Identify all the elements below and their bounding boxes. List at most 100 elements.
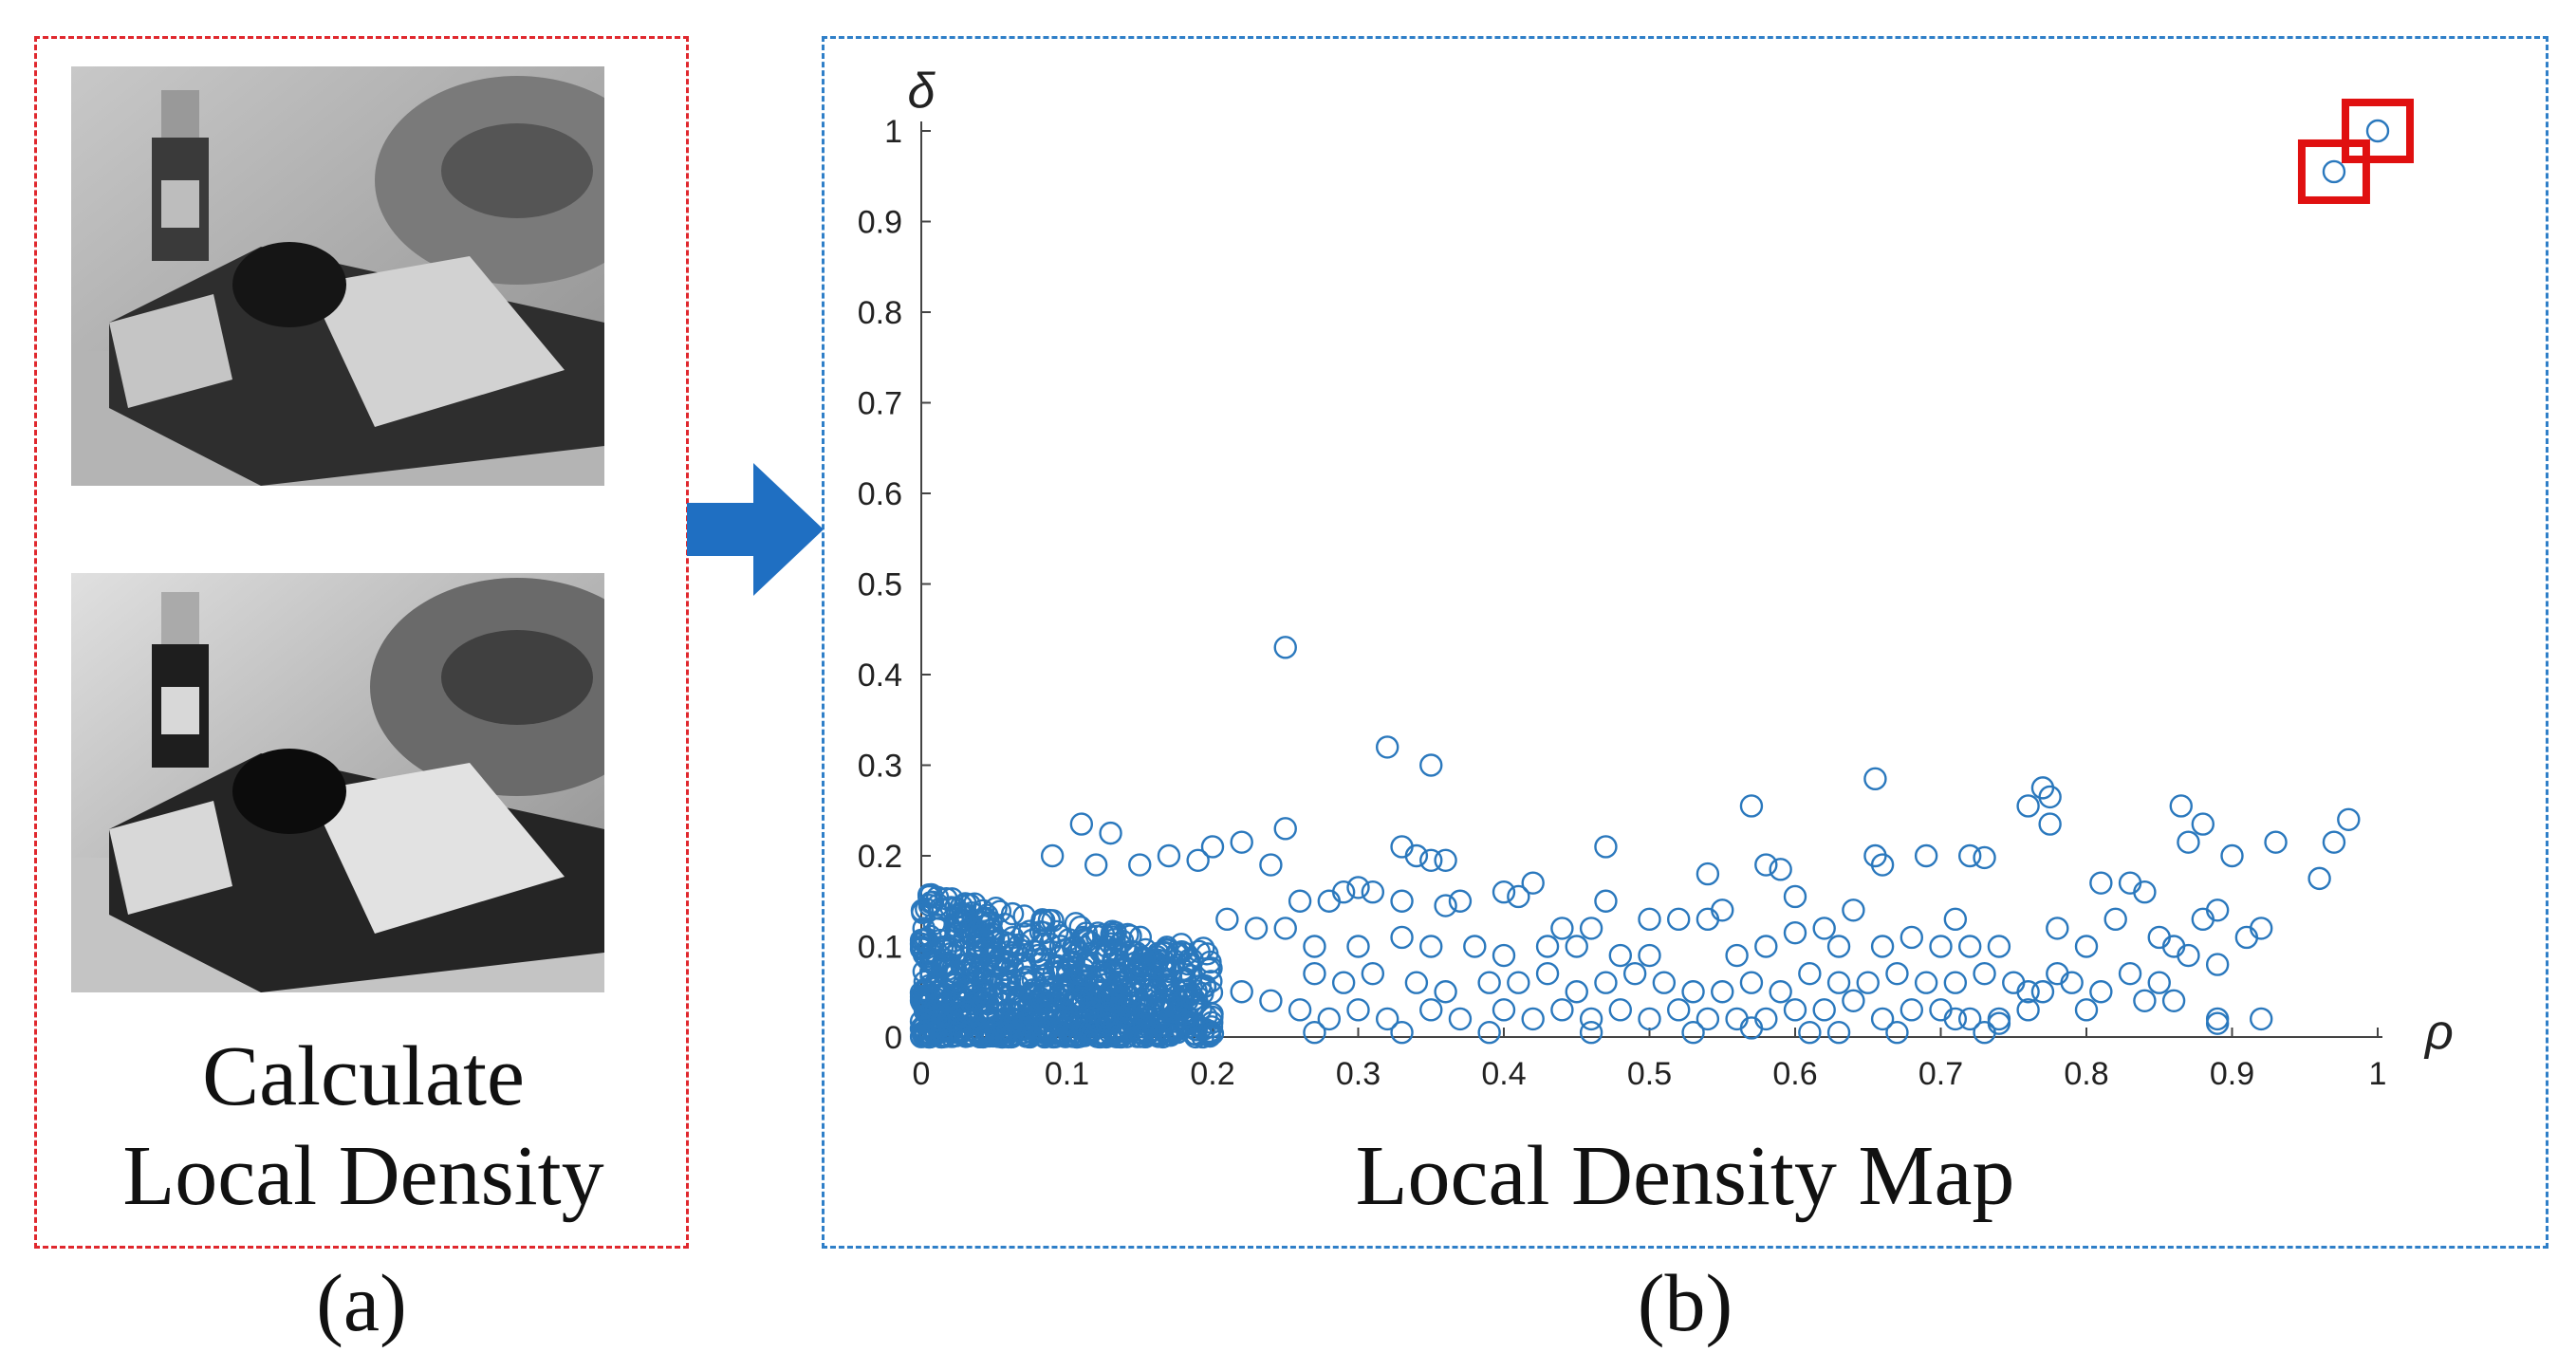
data-point (1133, 948, 1157, 972)
data-point (2038, 812, 2062, 836)
highlight-box (2342, 99, 2414, 163)
data-point (1448, 889, 1473, 913)
data-point (1184, 1023, 1208, 1047)
data-point (1070, 963, 1095, 987)
data-point (1608, 943, 1632, 968)
data-point (2264, 830, 2288, 854)
data-point (1463, 935, 1487, 958)
data-point (1361, 880, 1385, 904)
data-point (1973, 1021, 1996, 1045)
data-point (1594, 835, 1618, 859)
data-point (1199, 970, 1223, 993)
y-tick-label: 0.3 (858, 749, 902, 785)
data-point (1739, 1016, 1764, 1040)
data-point (1404, 843, 1429, 868)
data-point (2322, 830, 2346, 854)
data-point (2030, 776, 2055, 800)
data-point (1783, 920, 1807, 945)
data-point (2046, 917, 2069, 940)
data-point (1141, 976, 1165, 1001)
data-point (1885, 961, 1909, 986)
data-point (966, 961, 991, 985)
data-point (1346, 876, 1370, 899)
data-point (1535, 961, 1560, 986)
data-point (1303, 961, 1326, 986)
data-point (1072, 927, 1097, 952)
data-point (1288, 889, 1312, 913)
data-point (1594, 889, 1618, 913)
data-point (1147, 997, 1171, 1021)
data-point (2220, 843, 2244, 868)
data-point (990, 949, 1014, 973)
data-point (1579, 917, 1603, 940)
caption-line2: Local Density (122, 1129, 604, 1223)
data-point (1230, 830, 1253, 854)
data-point (911, 1020, 936, 1045)
data-point (1419, 998, 1443, 1022)
data-point (1200, 1022, 1225, 1046)
data-point (1186, 848, 1210, 872)
data-point (1622, 961, 1647, 986)
data-point (1303, 1021, 1326, 1045)
data-point (942, 970, 967, 994)
data-point (1608, 998, 1632, 1022)
data-point (1477, 1021, 1501, 1045)
data-point (1798, 961, 1822, 986)
data-point (1273, 917, 1297, 940)
x-tick-label: 0.5 (1627, 1056, 1672, 1092)
data-point (1681, 980, 1705, 1004)
data-point (1103, 928, 1126, 952)
data-point (2249, 917, 2273, 940)
data-point (1019, 981, 1043, 1006)
highlighted-point (2322, 159, 2346, 184)
data-point (1783, 998, 1807, 1022)
y-tick-label: 0.7 (858, 386, 902, 422)
data-point (1696, 1007, 1720, 1031)
data-point (2234, 925, 2259, 950)
data-point (1667, 907, 1691, 932)
data-point (1032, 1025, 1056, 1048)
data-point (1093, 989, 1117, 1012)
data-point (936, 957, 960, 981)
data-point (1136, 1020, 1159, 1045)
data-point (1638, 907, 1661, 932)
data-point (1317, 889, 1341, 913)
data-point (1914, 971, 1938, 994)
data-point (1419, 753, 1443, 777)
data-point (1376, 735, 1399, 759)
data-point (1579, 1021, 1603, 1045)
data-point (1434, 980, 1457, 1004)
data-point (1191, 981, 1214, 1006)
data-point (1157, 977, 1180, 1002)
data-point (1754, 935, 1778, 958)
data-point (1652, 971, 1677, 994)
y-tick-label: 0.6 (858, 476, 902, 512)
data-point (1390, 1021, 1414, 1045)
caption-line1: Calculate (202, 1029, 525, 1123)
x-axis-label: ρ (2423, 1005, 2454, 1060)
data-point (1099, 821, 1122, 845)
data-point (1957, 1007, 1982, 1031)
x-tick-label: 0.1 (1045, 1056, 1089, 1092)
data-point (1288, 998, 1312, 1022)
data-point (1113, 971, 1137, 994)
y-tick-label: 0.8 (858, 295, 902, 331)
data-point (1331, 971, 1356, 994)
x-tick-label: 0.8 (2064, 1056, 2108, 1092)
data-point (1550, 998, 1574, 1022)
data-point (2030, 980, 2055, 1004)
data-point (999, 1025, 1023, 1049)
data-point (1197, 1019, 1222, 1044)
data-point (1754, 1007, 1778, 1031)
data-point (1215, 907, 1239, 932)
data-point (1273, 817, 1297, 841)
data-point (1550, 917, 1574, 940)
data-point (1117, 992, 1141, 1017)
data-point (2307, 866, 2331, 891)
data-point (2161, 989, 2186, 1012)
data-point (1987, 935, 2011, 958)
x-tick-label: 1 (2369, 1056, 2387, 1092)
data-point (1390, 925, 1414, 950)
data-point (1957, 843, 1982, 868)
data-point (1259, 989, 1283, 1012)
